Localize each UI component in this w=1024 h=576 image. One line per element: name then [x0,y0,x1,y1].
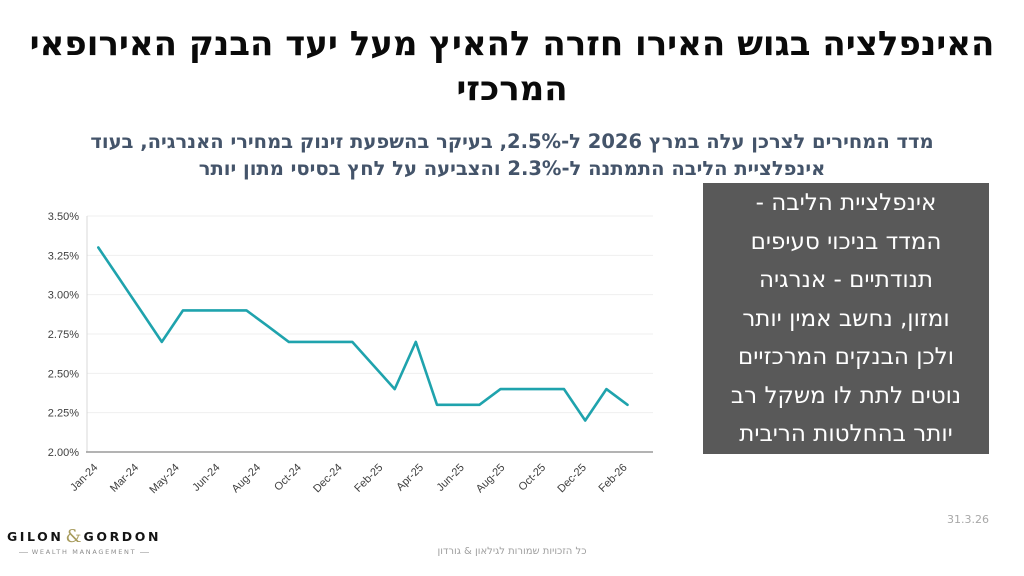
core-inflation-callout-box: אינפלציית הליבה - המדד בניכוי סעיפים תנו… [703,183,989,454]
x-tick-label: Oct-24 [272,462,304,494]
x-tick-label: Dec-25 [555,462,589,496]
y-tick-label: 2.00% [48,447,79,459]
callout-line: נוטים לתת לו משקל רב [730,382,962,409]
x-tick-label: Jun-25 [435,462,467,494]
y-tick-label: 2.25% [48,408,79,420]
callout-line: ולכן הבנקים המרכזיים [738,344,954,370]
x-tick-label: Jun-24 [190,462,222,494]
tagline-rule-left [19,551,28,553]
y-tick-label: 3.00% [48,290,79,302]
x-tick-label: May-24 [147,462,181,496]
chart-canvas: 2.00% 2.25% 2.50% 2.75% 3.00% 3.25% 3.50% Jan-2… [48,211,653,496]
x-tick-label: Mar-24 [108,462,141,495]
callout-line: ומזון, נחשב אמין יותר [742,305,950,332]
gilon-gordon-logo: GILON & GORDON WEALTH MANAGEMENT [7,525,159,556]
inflation-line-chart: 2.00% 2.25% 2.50% 2.75% 3.00% 3.25% 3.50% Jan-2… [28,200,688,530]
callout-line: יותר בהחלטות הריבית [739,421,953,447]
y-tick-label: 3.25% [48,250,79,262]
title-line-1: האינפלציה בגוש האירו חזרה להאיץ מעל יעד … [29,24,995,64]
x-tick-label: Aug-25 [474,462,508,496]
logo-name-left: GILON [6,529,64,544]
subtitle-line-2: אינפלציית הליבה התמתנה ל-2.3% והצביעה על… [198,157,826,180]
y-tick-label: 3.50% [48,211,79,223]
logo-wordmark: GILON & GORDON [7,525,159,547]
y-tick-label: 2.50% [48,368,79,380]
x-tick-label: Dec-24 [311,462,345,496]
slide-date: 31.3.26 [947,513,989,526]
tagline-text: WEALTH MANAGEMENT [31,548,137,556]
copyright-text: כל הזכויות שמורות לגילאון & גורדון [437,546,587,557]
callout-line: אינפלציית הליבה - [755,190,937,216]
x-tick-label: Feb-25 [352,462,385,495]
page-title: האינפלציה בגוש האירו חזרה להאיץ מעל יעד … [12,22,1012,112]
logo-name-right: GORDON [83,529,162,544]
x-tick-label: Oct-25 [516,462,548,494]
callout-line: המדד בניכוי סעיפים [750,228,942,255]
callout-line: תנודתיים - אנרגיה [759,267,933,293]
subtitle: מדד המחירים לצרכן עלה במרץ 2026 ל-2.5%, … [20,128,1004,182]
inflation-line-series [97,246,629,422]
x-tick-label: Apr-25 [394,462,426,494]
logo-tagline: WEALTH MANAGEMENT [19,548,150,556]
x-tick-label: Aug-24 [230,462,264,496]
y-tick-label: 2.75% [48,329,79,341]
tagline-rule-right [140,551,150,553]
x-tick-label: Jan-24 [68,462,100,494]
title-line-2: המרכזי [456,69,568,109]
x-tick-label: Feb-26 [597,462,630,495]
subtitle-line-1: מדד המחירים לצרכן עלה במרץ 2026 ל-2.5%, … [90,130,934,153]
logo-ampersand-icon: & [65,525,82,547]
